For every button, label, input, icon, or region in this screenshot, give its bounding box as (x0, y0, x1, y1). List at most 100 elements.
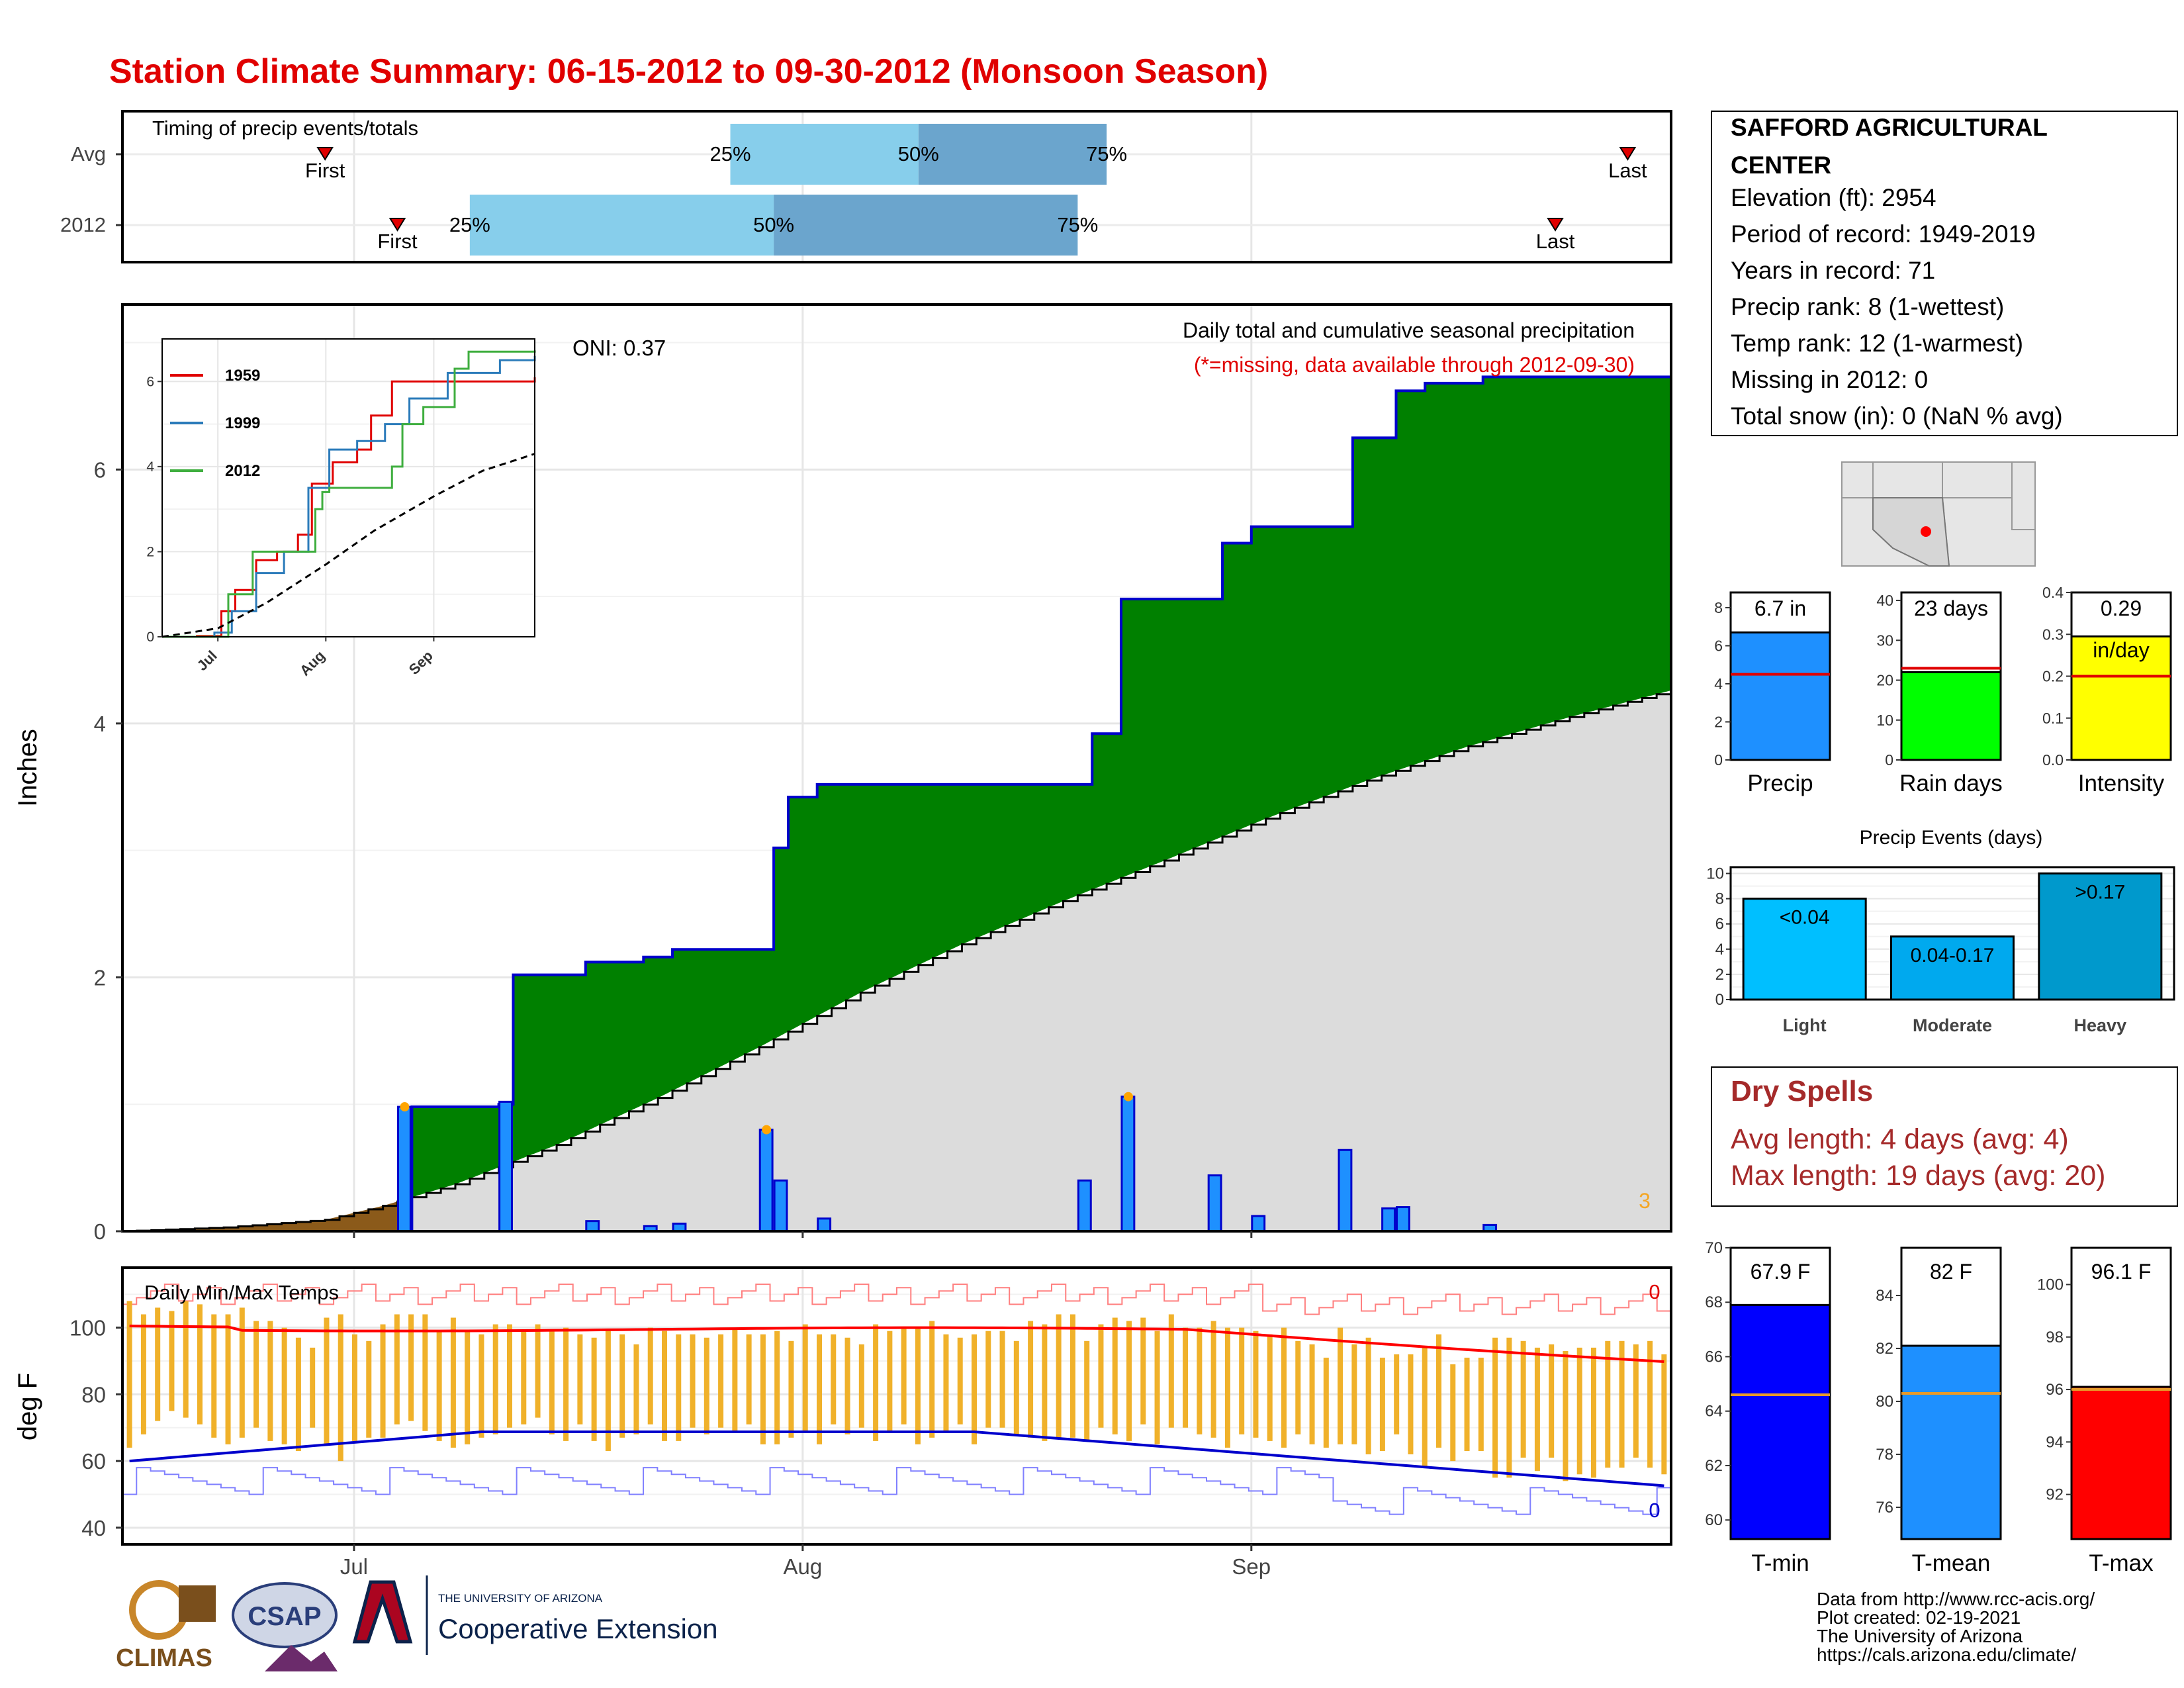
inset-y-tick-label: 4 (146, 459, 154, 475)
record-high-line (122, 1284, 1671, 1315)
timing-q25-label: 25% (449, 213, 490, 236)
temp-range-bar (633, 1344, 639, 1434)
temp-summary-value: 67.9 F (1751, 1260, 1811, 1284)
temp-range-bar (1351, 1344, 1357, 1444)
temp-range-bar (225, 1314, 231, 1444)
temp-range-bar (1323, 1357, 1329, 1448)
temp-range-bar (1056, 1314, 1062, 1438)
precip-events-chart: Precip Events (days) <0.04 Light 0.04-0.17… (1706, 827, 2175, 1035)
daily-precip-bar (1381, 1207, 1396, 1233)
temp-summary-tick-label: 84 (1876, 1287, 1893, 1305)
temp-range-bar (1422, 1347, 1428, 1468)
temp-range-bar (1450, 1364, 1456, 1462)
temp-range-bar (647, 1327, 653, 1425)
timing-frame (121, 110, 1672, 263)
temp-range-bar (1042, 1324, 1048, 1441)
temp-range-bar (619, 1334, 625, 1438)
inset-y-tick-label: 6 (146, 374, 154, 389)
station-frame (1711, 111, 2178, 436)
temp-range-bar (197, 1304, 203, 1425)
normal-high-line (129, 1325, 1664, 1363)
csap-logo: CSAP (232, 1582, 338, 1671)
summary-bar-tick-label: 20 (1876, 672, 1893, 689)
temp-range-bar (1183, 1327, 1189, 1428)
summary-bar-tick-label: 30 (1876, 632, 1893, 649)
temp-range-bar (831, 1334, 837, 1425)
temp-x-axis: Jul Aug Sep (340, 1544, 1271, 1579)
summary-bar-value: 23 days (1914, 596, 1988, 620)
summary-bar-tick-label: 0.3 (2042, 626, 2064, 643)
temp-range-bar (507, 1324, 512, 1428)
precip-events-tick-label: 0 (1715, 991, 1724, 1009)
timing-first-marker (388, 218, 406, 232)
climas-logo-text: CLIMAS (116, 1644, 212, 1672)
timing-bar-q50-q75 (918, 124, 1107, 185)
temp-range-bar (1295, 1340, 1301, 1434)
temp-range-bar (1281, 1327, 1287, 1448)
temp-summary-tick-label: 68 (1705, 1293, 1723, 1311)
daily-precip-bar (397, 1105, 412, 1233)
temp-range-bar (858, 1344, 864, 1428)
precip-events-bar (2038, 872, 2163, 1001)
temp-range-bar (465, 1331, 471, 1444)
arizona-shape (1872, 497, 1950, 567)
daily-precip-bar (1338, 1149, 1353, 1233)
timing-first-marker (316, 147, 334, 161)
temp-summary-tick-label: 100 (2037, 1276, 2064, 1293)
daily-precip-bar (758, 1129, 774, 1233)
avg-cumulative-area (122, 690, 1671, 1231)
temp-frame (121, 1266, 1672, 1546)
temp-summary-tick-label: 62 (1705, 1457, 1723, 1475)
temp-range-bar (844, 1337, 850, 1434)
temp-range-bar (1069, 1314, 1075, 1438)
footer-line-3: The University of Arizona (1817, 1626, 2023, 1646)
summary-bar-tick-label: 40 (1876, 592, 1893, 609)
temp-summary-bar (1729, 1303, 1831, 1540)
daily-precip-bar (498, 1100, 513, 1233)
temp-range-bar (662, 1331, 667, 1441)
temp-range-bar (1253, 1331, 1259, 1438)
station-detail-line: Elevation (ft): 2954 (1731, 184, 1936, 211)
inset-y-tick-label: 0 (146, 630, 154, 645)
temp-y-tick-label: 100 (69, 1316, 106, 1340)
station-detail-line: Temp rank: 12 (1-warmest) (1731, 330, 2023, 357)
temp-range-bar (1563, 1350, 1569, 1481)
temp-summary-tick-label: 92 (2046, 1486, 2064, 1504)
precip-events-title: Precip Events (days) (1860, 827, 2043, 849)
inset-line-2012 (162, 350, 536, 638)
dry-spells-avg: Avg length: 4 days (avg: 4) (1731, 1123, 2069, 1155)
timing-row-label-2012: 2012 (60, 213, 106, 236)
precip-events-tick-label: 4 (1715, 941, 1724, 959)
temp-range-bar (873, 1324, 879, 1441)
timing-panel: 25% 50% 75% First Last 25% 50% 75% First Last Tim… (60, 110, 1672, 263)
precip-events-frame (1729, 866, 2175, 1001)
temp-y-tick-label: 40 (81, 1516, 106, 1540)
summary-bar-tick-label: 0 (1714, 751, 1723, 769)
precip-frame (121, 303, 1672, 1233)
temp-summary-name: T-min (1751, 1550, 1809, 1576)
timing-last-marker (1619, 147, 1637, 161)
temp-range-bar (408, 1314, 414, 1421)
daily-precip-bar (1120, 1096, 1136, 1233)
inset-legend-label: 1999 (225, 414, 260, 432)
timing-last-marker (1547, 218, 1564, 232)
dry-spells-box: Dry Spells Avg length: 4 days (avg: 4) M… (1711, 1066, 2178, 1207)
missing-count: 3 (1639, 1189, 1651, 1213)
cumulative-2012-line (397, 375, 1671, 1233)
precip-y-label: Inches (13, 729, 42, 807)
daily-precip-bar (585, 1220, 600, 1233)
temp-summary-tick-label: 98 (2046, 1329, 2064, 1346)
temp-range-bar (1309, 1344, 1315, 1444)
temp-range-bar (535, 1324, 541, 1418)
timing-row-label-avg: Avg (71, 142, 106, 165)
summary-bar-tick-label: 4 (1714, 675, 1723, 692)
temp-range-bar (1112, 1317, 1118, 1434)
temp-range-bar (972, 1334, 977, 1444)
timing-bar-q50-q75 (774, 195, 1078, 256)
temp-range-bar (676, 1334, 682, 1441)
temp-summary-bar (1900, 1344, 2002, 1540)
station-detail-line: Precip rank: 8 (1-wettest) (1731, 293, 2004, 320)
daily-precip-bar (1395, 1206, 1410, 1233)
